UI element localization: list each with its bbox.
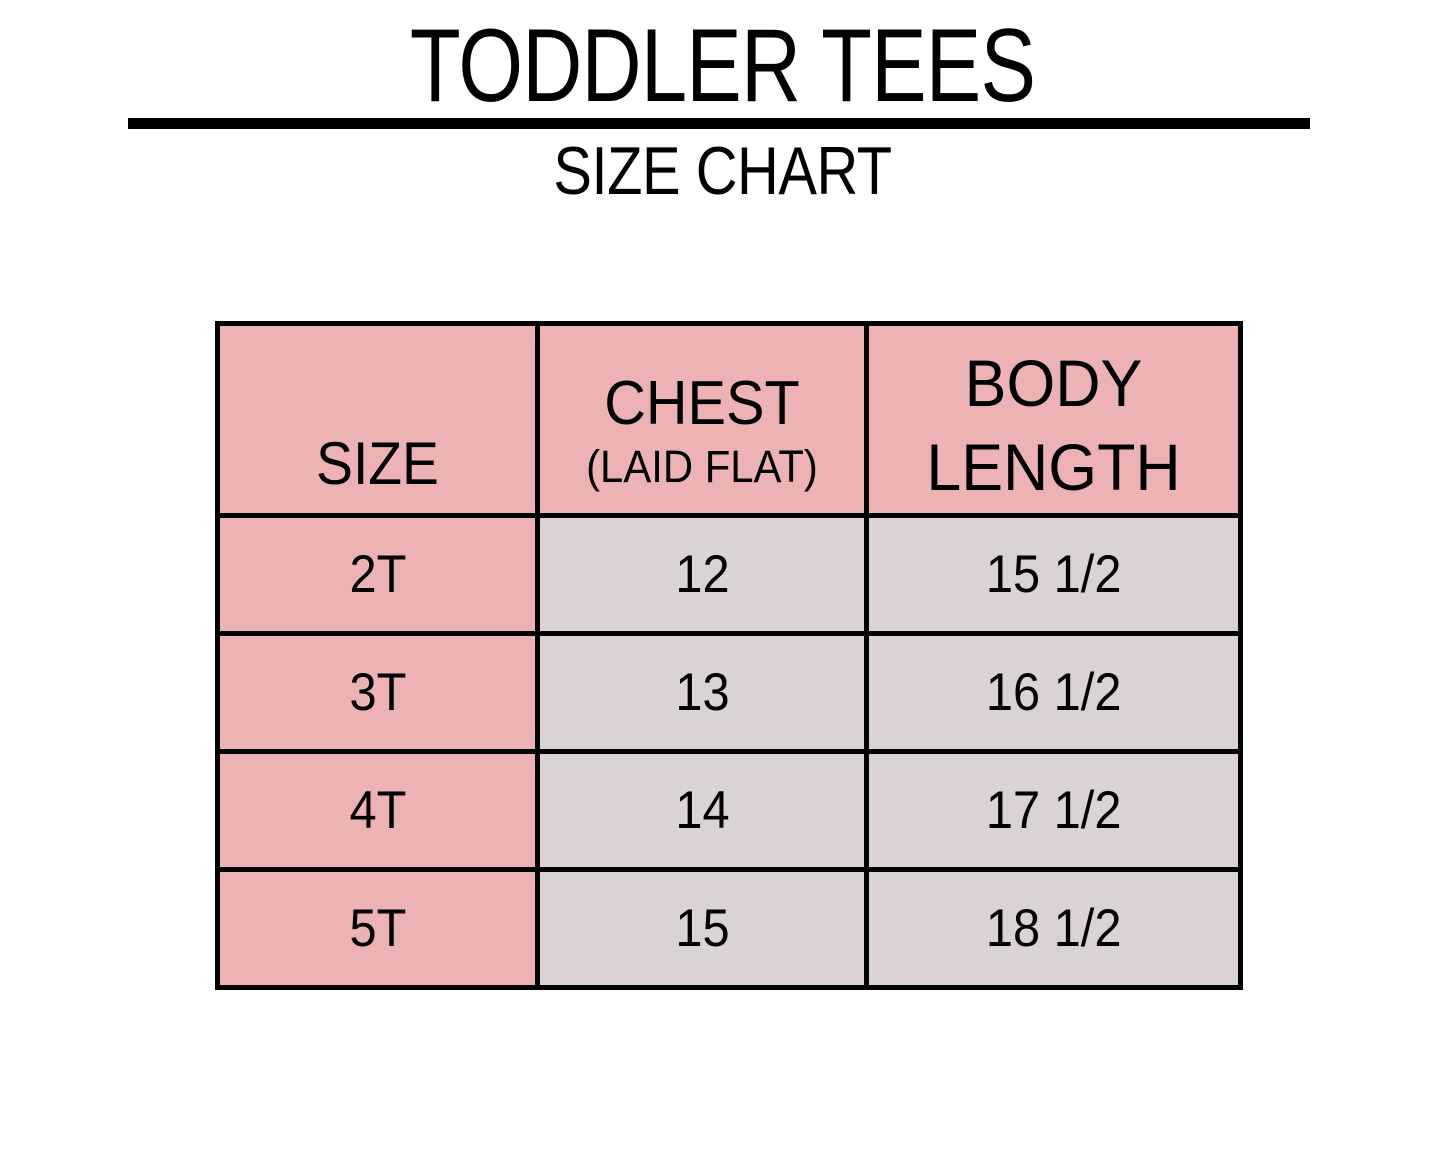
column-header-chest: CHEST (LAID FLAT)	[535, 321, 869, 518]
column-header-body-length-stack: BODY LENGTH	[869, 331, 1238, 509]
cell-chest-value: 15	[674, 899, 730, 958]
title-divider	[128, 118, 1310, 129]
cell-size: 5T	[215, 867, 540, 990]
cell-chest-value: 14	[674, 781, 730, 840]
column-header-body-length-line2: LENGTH	[926, 429, 1181, 504]
cell-chest: 14	[535, 749, 869, 872]
cell-body-length-value: 17 1/2	[985, 781, 1122, 840]
column-header-size-label: SIZE	[316, 429, 439, 497]
table-row: 4T 14 17 1/2	[215, 749, 1243, 872]
cell-chest: 13	[535, 631, 869, 754]
column-header-size: SIZE	[215, 321, 540, 518]
size-chart-table: SIZE CHEST (LAID FLAT) BODY LENGTH	[215, 321, 1243, 990]
table-row: 3T 13 16 1/2	[215, 631, 1243, 754]
cell-size-value: 3T	[349, 663, 406, 722]
table-header-row: SIZE CHEST (LAID FLAT) BODY LENGTH	[215, 321, 1243, 518]
column-header-body-length: BODY LENGTH	[864, 321, 1243, 518]
cell-body-length-value: 18 1/2	[985, 899, 1122, 958]
size-chart-table-wrapper: SIZE CHEST (LAID FLAT) BODY LENGTH	[215, 321, 1243, 990]
cell-size-value: 4T	[349, 781, 406, 840]
cell-size: 3T	[215, 631, 540, 754]
cell-chest-value: 13	[674, 663, 730, 722]
table-row: 5T 15 18 1/2	[215, 867, 1243, 990]
column-header-body-length-line1: BODY	[964, 345, 1143, 420]
cell-body-length: 15 1/2	[864, 513, 1243, 636]
cell-size: 2T	[215, 513, 540, 636]
page-title: TODDLER TEES	[409, 8, 1036, 124]
cell-size: 4T	[215, 749, 540, 872]
cell-body-length-value: 16 1/2	[985, 663, 1122, 722]
cell-body-length-value: 15 1/2	[985, 545, 1122, 604]
page-subtitle: SIZE CHART	[553, 133, 892, 209]
cell-chest-value: 12	[674, 545, 730, 604]
column-header-chest-label: CHEST	[604, 368, 800, 438]
cell-body-length: 17 1/2	[864, 749, 1243, 872]
column-header-chest-stack: CHEST (LAID FLAT)	[540, 345, 864, 495]
cell-chest: 15	[535, 867, 869, 990]
cell-size-value: 5T	[349, 899, 406, 958]
table-row: 2T 12 15 1/2	[215, 513, 1243, 636]
cell-size-value: 2T	[349, 545, 406, 604]
cell-chest: 12	[535, 513, 869, 636]
cell-body-length: 16 1/2	[864, 631, 1243, 754]
cell-body-length: 18 1/2	[864, 867, 1243, 990]
column-header-chest-sublabel: (LAID FLAT)	[586, 440, 818, 492]
